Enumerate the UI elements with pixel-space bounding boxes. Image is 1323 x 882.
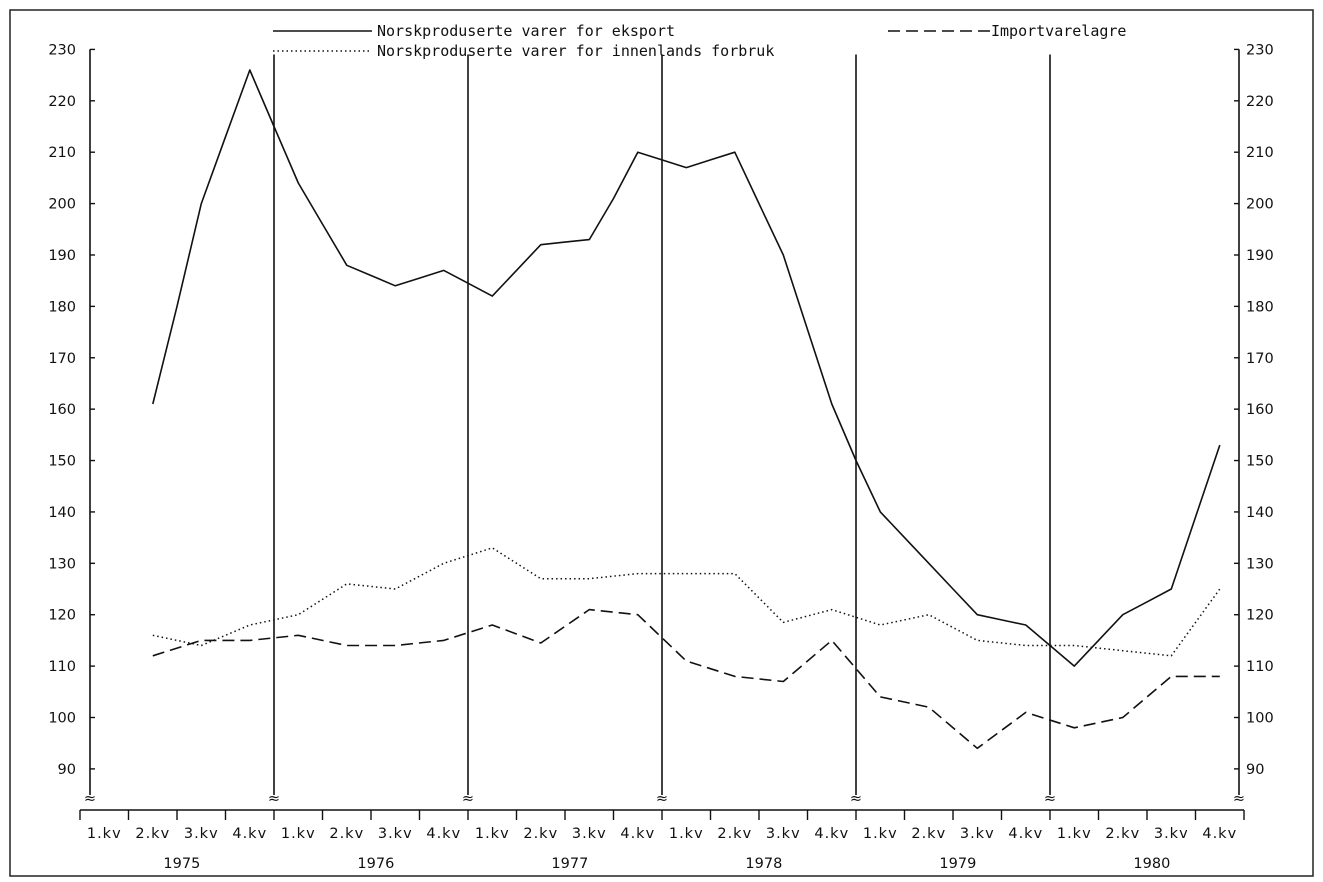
year-label: 1977 bbox=[551, 856, 588, 872]
y-tick-label-left: 160 bbox=[48, 402, 76, 418]
x-tick-label: 2.kv bbox=[717, 826, 752, 842]
axis-break-marker: ≈ bbox=[1233, 791, 1245, 807]
y-tick-label-right: 190 bbox=[1246, 248, 1274, 264]
y-tick-label-left: 100 bbox=[48, 710, 76, 726]
y-tick-label-right: 150 bbox=[1246, 454, 1274, 470]
x-tick-label: 3.kv bbox=[1154, 826, 1189, 842]
x-tick-label: 4.kv bbox=[620, 826, 655, 842]
x-tick-label: 2.kv bbox=[135, 826, 170, 842]
chart-legend: Norskproduserte varer for eksport Importv… bbox=[273, 22, 1126, 60]
y-tick-label-right: 230 bbox=[1246, 42, 1274, 58]
chart-axes: 90 90 100 100 110 110 120 120 130 130 140 140 150 150… bbox=[48, 42, 1273, 872]
year-label: 1976 bbox=[357, 856, 394, 872]
x-tick-label: 4.kv bbox=[426, 826, 461, 842]
x-tick-label: 3.kv bbox=[378, 826, 413, 842]
y-tick-label-right: 160 bbox=[1246, 402, 1274, 418]
x-tick-label: 1.kv bbox=[1057, 826, 1092, 842]
y-tick-label-right: 120 bbox=[1246, 608, 1274, 624]
x-tick-label: 1.kv bbox=[669, 826, 704, 842]
x-tick-label: 3.kv bbox=[766, 826, 801, 842]
y-tick-label-right: 180 bbox=[1246, 299, 1274, 315]
y-tick-label-left: 190 bbox=[48, 248, 76, 264]
y-tick-label-left: 220 bbox=[48, 94, 76, 110]
y-tick-label-right: 110 bbox=[1246, 659, 1274, 675]
y-tick-label-left: 210 bbox=[48, 145, 76, 161]
y-tick-label-left: 120 bbox=[48, 608, 76, 624]
chart-series bbox=[152, 69, 1221, 750]
y-tick-label-right: 90 bbox=[1246, 762, 1264, 778]
axis-break-marker: ≈ bbox=[1044, 791, 1056, 807]
series-line-importvarelagre bbox=[152, 608, 1220, 750]
x-tick-label: 4.kv bbox=[1008, 826, 1043, 842]
x-tick-label: 1.kv bbox=[475, 826, 510, 842]
y-tick-label-left: 90 bbox=[58, 762, 76, 778]
y-tick-label-left: 230 bbox=[48, 42, 76, 58]
y-tick-label-right: 140 bbox=[1246, 505, 1274, 521]
y-tick-label-left: 130 bbox=[48, 556, 76, 572]
y-tick-label-right: 130 bbox=[1246, 556, 1274, 572]
x-tick-label: 1.kv bbox=[281, 826, 316, 842]
series-line-norskproduserte-varer-for-eksport bbox=[152, 69, 1221, 667]
x-tick-label: 2.kv bbox=[1105, 826, 1140, 842]
series-line-norskproduserte-varer-for-innenlands-forbruk bbox=[152, 547, 1221, 657]
y-tick-label-right: 170 bbox=[1246, 351, 1274, 367]
axis-break-marker: ≈ bbox=[462, 791, 474, 807]
y-tick-label-left: 140 bbox=[48, 505, 76, 521]
year-label: 1980 bbox=[1133, 856, 1170, 872]
axis-break-marker: ≈ bbox=[268, 791, 280, 807]
axis-break-marker: ≈ bbox=[656, 791, 668, 807]
y-tick-label-right: 210 bbox=[1246, 145, 1274, 161]
y-tick-label-left: 200 bbox=[48, 197, 76, 213]
y-tick-label-left: 170 bbox=[48, 351, 76, 367]
year-label: 1975 bbox=[163, 856, 200, 872]
x-tick-label: 2.kv bbox=[523, 826, 558, 842]
legend-label-eksport: Norskproduserte varer for eksport bbox=[377, 22, 675, 40]
y-tick-label-left: 180 bbox=[48, 299, 76, 315]
x-tick-label: 4.kv bbox=[814, 826, 849, 842]
axis-break-marker: ≈ bbox=[850, 791, 862, 807]
x-tick-label: 3.kv bbox=[572, 826, 607, 842]
x-tick-label: 3.kv bbox=[960, 826, 995, 842]
x-tick-label: 3.kv bbox=[184, 826, 219, 842]
y-tick-label-right: 200 bbox=[1246, 197, 1274, 213]
legend-label-import: Importvarelagre bbox=[991, 22, 1126, 40]
x-tick-label: 2.kv bbox=[329, 826, 364, 842]
year-label: 1979 bbox=[939, 856, 976, 872]
x-tick-label: 2.kv bbox=[911, 826, 946, 842]
year-label: 1978 bbox=[745, 856, 782, 872]
x-tick-label: 4.kv bbox=[232, 826, 267, 842]
y-tick-label-right: 220 bbox=[1246, 94, 1274, 110]
legend-label-innenlands: Norskproduserte varer for innenlands for… bbox=[377, 42, 774, 60]
y-tick-label-left: 150 bbox=[48, 454, 76, 470]
axis-break-marker: ≈ bbox=[84, 791, 96, 807]
y-tick-label-left: 110 bbox=[48, 659, 76, 675]
y-tick-label-right: 100 bbox=[1246, 710, 1274, 726]
x-tick-label: 1.kv bbox=[87, 826, 122, 842]
x-tick-label: 4.kv bbox=[1202, 826, 1237, 842]
x-tick-label: 1.kv bbox=[863, 826, 898, 842]
